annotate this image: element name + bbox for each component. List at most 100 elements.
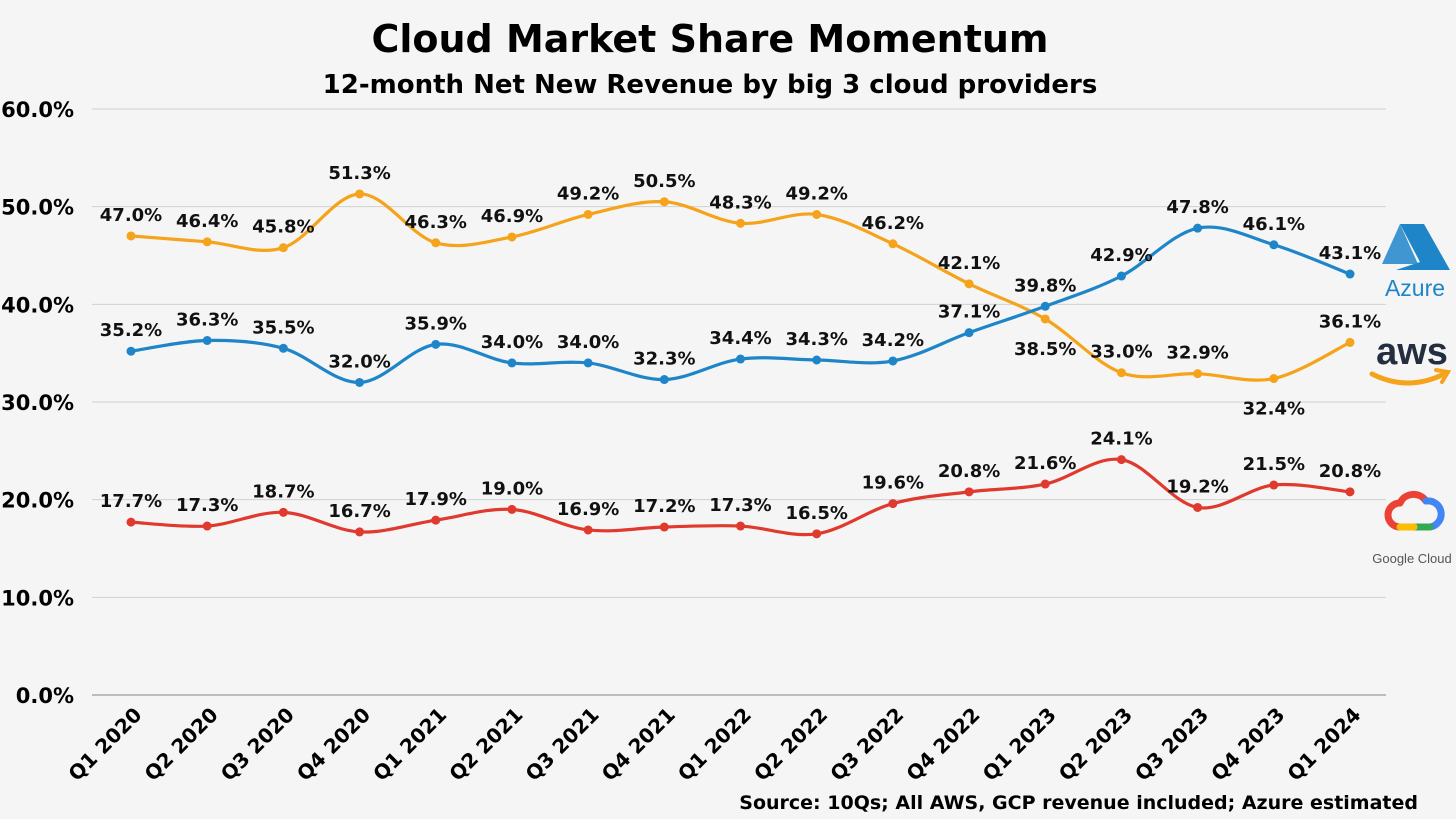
data-label-azure: 36.3% bbox=[176, 309, 238, 330]
data-point-azure bbox=[202, 335, 212, 345]
data-label-aws: 32.4% bbox=[1243, 399, 1305, 420]
data-label-azure: 34.3% bbox=[785, 329, 847, 350]
data-label-aws: 42.1% bbox=[938, 253, 1000, 274]
data-label-azure: 47.8% bbox=[1166, 197, 1228, 218]
google-cloud-logo-icon: Google Cloud bbox=[1372, 490, 1452, 566]
x-tick-label: Q2 2020 bbox=[140, 703, 223, 786]
data-label-aws: 38.5% bbox=[1014, 339, 1076, 360]
azure-logo-text: Azure bbox=[1385, 275, 1445, 301]
data-label-aws: 48.3% bbox=[709, 192, 771, 213]
data-label-azure: 46.1% bbox=[1243, 214, 1305, 235]
data-label-aws: 32.9% bbox=[1166, 343, 1228, 364]
data-point-aws bbox=[888, 239, 898, 249]
data-label-gcp: 16.5% bbox=[785, 503, 847, 524]
data-point-aws bbox=[659, 197, 669, 207]
data-point-aws bbox=[1345, 337, 1355, 347]
data-point-gcp bbox=[1116, 455, 1126, 465]
source-note: Source: 10Qs; All AWS, GCP revenue inclu… bbox=[739, 792, 1418, 814]
data-point-azure bbox=[355, 377, 365, 387]
data-label-aws: 46.9% bbox=[481, 206, 543, 227]
x-tick-label: Q3 2020 bbox=[216, 703, 299, 786]
x-tick-label: Q2 2023 bbox=[1054, 703, 1137, 786]
data-label-aws: 36.1% bbox=[1319, 311, 1381, 332]
data-label-gcp: 21.5% bbox=[1243, 454, 1305, 475]
data-point-aws bbox=[431, 238, 441, 248]
data-label-azure: 43.1% bbox=[1319, 243, 1381, 264]
data-label-azure: 35.9% bbox=[405, 313, 467, 334]
data-point-azure bbox=[1269, 240, 1279, 250]
data-point-aws bbox=[507, 232, 517, 242]
y-axis-ticks: 0.0% 10.0% 20.0% 30.0% 40.0% 50.0% 60.0% bbox=[1, 98, 74, 708]
gridlines bbox=[92, 108, 1386, 696]
data-point-gcp bbox=[888, 499, 898, 509]
data-label-gcp: 20.8% bbox=[1319, 461, 1381, 482]
data-label-gcp: 18.7% bbox=[252, 481, 314, 502]
data-label-aws: 47.0% bbox=[100, 205, 162, 226]
chart-title: Cloud Market Share Momentum bbox=[371, 17, 1048, 61]
x-tick-label: Q1 2020 bbox=[63, 703, 146, 786]
data-label-gcp: 24.1% bbox=[1090, 429, 1152, 450]
data-label-gcp: 17.9% bbox=[405, 489, 467, 510]
data-label-aws: 51.3% bbox=[328, 163, 390, 184]
data-point-aws bbox=[1269, 374, 1279, 384]
data-point-aws bbox=[812, 209, 822, 219]
y-tick-label: 10.0% bbox=[1, 586, 74, 610]
data-label-gcp: 17.2% bbox=[633, 496, 695, 517]
data-label-aws: 45.8% bbox=[252, 217, 314, 238]
data-label-azure: 35.5% bbox=[252, 317, 314, 338]
y-tick-label: 20.0% bbox=[1, 489, 74, 513]
data-label-gcp: 19.0% bbox=[481, 478, 543, 499]
x-tick-label: Q1 2021 bbox=[368, 703, 451, 786]
x-tick-label: Q3 2022 bbox=[825, 703, 908, 786]
data-point-aws bbox=[1116, 368, 1126, 378]
data-point-aws bbox=[736, 218, 745, 228]
data-label-gcp: 17.3% bbox=[709, 495, 771, 516]
data-point-azure bbox=[964, 328, 974, 338]
data-point-aws bbox=[583, 209, 593, 219]
data-point-azure bbox=[431, 339, 441, 349]
data-point-gcp bbox=[431, 515, 441, 525]
data-point-gcp bbox=[812, 529, 822, 539]
y-tick-label: 60.0% bbox=[1, 98, 74, 122]
x-tick-label: Q1 2024 bbox=[1282, 703, 1365, 786]
data-label-gcp: 16.9% bbox=[557, 499, 619, 520]
data-label-azure: 34.0% bbox=[481, 332, 543, 353]
data-label-azure: 32.0% bbox=[328, 351, 390, 372]
x-tick-label: Q4 2022 bbox=[901, 703, 984, 786]
y-tick-label: 0.0% bbox=[16, 684, 74, 708]
data-label-aws: 50.5% bbox=[633, 171, 695, 192]
chart-subtitle: 12-month Net New Revenue by big 3 cloud … bbox=[323, 70, 1098, 100]
data-point-gcp bbox=[1345, 487, 1355, 497]
google-cloud-logo-text: Google Cloud bbox=[1372, 551, 1452, 566]
x-tick-label: Q2 2022 bbox=[749, 703, 832, 786]
data-label-azure: 42.9% bbox=[1090, 245, 1152, 266]
data-label-gcp: 16.7% bbox=[328, 501, 390, 522]
data-label-azure: 39.8% bbox=[1014, 275, 1076, 296]
y-tick-label: 30.0% bbox=[1, 391, 74, 415]
data-point-gcp bbox=[202, 521, 212, 531]
data-label-gcp: 19.2% bbox=[1166, 476, 1228, 497]
series-points bbox=[126, 189, 1355, 539]
data-label-gcp: 21.6% bbox=[1014, 453, 1076, 474]
data-label-azure: 34.0% bbox=[557, 332, 619, 353]
data-label-gcp: 19.6% bbox=[862, 473, 924, 494]
data-point-azure bbox=[278, 343, 288, 353]
data-point-gcp bbox=[1193, 502, 1203, 512]
data-point-azure bbox=[583, 358, 593, 368]
data-point-aws bbox=[1193, 369, 1203, 379]
data-point-aws bbox=[964, 279, 974, 289]
x-tick-label: Q4 2020 bbox=[292, 703, 375, 786]
data-point-azure bbox=[1040, 301, 1050, 311]
data-label-gcp: 17.7% bbox=[100, 491, 162, 512]
data-point-azure bbox=[736, 354, 745, 364]
data-point-aws bbox=[278, 243, 288, 253]
data-label-azure: 34.4% bbox=[709, 328, 771, 349]
data-point-azure bbox=[1193, 223, 1203, 233]
data-label-aws: 49.2% bbox=[785, 183, 847, 204]
x-tick-label: Q1 2023 bbox=[978, 703, 1061, 786]
data-label-azure: 34.2% bbox=[862, 330, 924, 351]
data-point-azure bbox=[888, 356, 898, 366]
data-label-aws: 46.3% bbox=[405, 212, 467, 233]
